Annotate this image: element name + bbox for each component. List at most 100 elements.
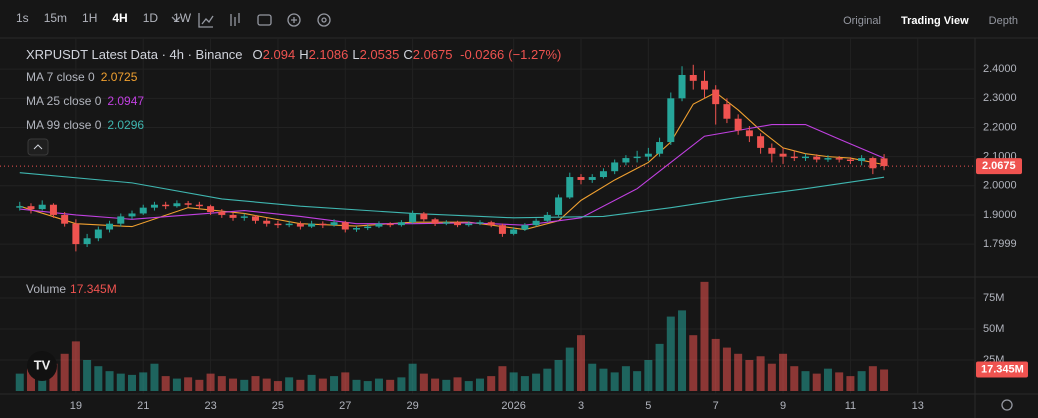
interval-button[interactable]: 1D — [142, 11, 159, 25]
candle-body — [162, 204, 170, 207]
interval-button[interactable]: 4H — [112, 11, 128, 25]
indicator-icon[interactable] — [198, 13, 214, 28]
interval-button[interactable]: 15m — [43, 11, 68, 25]
volume-bar — [464, 381, 473, 391]
y-tick-label: 2.4000 — [983, 63, 1017, 75]
volume-tick-label: 75M — [983, 292, 1004, 304]
volume-bar — [150, 363, 159, 391]
candle-body — [858, 158, 866, 161]
candle-body — [117, 216, 125, 224]
candle-body — [319, 223, 327, 226]
candle-body — [802, 156, 810, 159]
volume-bar — [184, 377, 193, 391]
svg-text:TV: TV — [34, 357, 51, 372]
x-tick-label: 21 — [137, 400, 149, 412]
candle-body — [330, 222, 338, 226]
volume-bar — [577, 335, 586, 391]
volume-bar — [520, 376, 529, 391]
volume-last-label: 17.345M — [981, 363, 1024, 375]
candle-body — [577, 177, 585, 180]
chart-type-icon[interactable] — [230, 13, 240, 26]
last-price-label: 2.0675 — [982, 160, 1016, 172]
dropdown-icon[interactable] — [171, 16, 181, 22]
volume-bar — [128, 374, 137, 391]
candle-body — [106, 223, 114, 230]
volume-bar — [857, 371, 866, 391]
toolbar-text: 1s 15m 1H 4H 1D 1W — [0, 11, 195, 25]
candles — [16, 64, 888, 252]
camera-icon[interactable] — [257, 14, 272, 26]
view-button[interactable]: Original — [843, 15, 881, 27]
volume-bar — [352, 379, 361, 391]
candle-body — [375, 223, 383, 227]
x-tick-label: 29 — [407, 400, 419, 412]
view-button[interactable]: Depth — [988, 15, 1018, 27]
settings-icon[interactable] — [317, 13, 331, 27]
candle-body — [689, 74, 697, 81]
volume-bar — [543, 368, 552, 391]
candle-body — [835, 158, 843, 160]
volume-bar — [453, 377, 462, 391]
volume-bar — [678, 310, 687, 391]
candle-body — [218, 212, 226, 215]
change: -0.0266 — [460, 47, 505, 62]
volume-name: Volume — [26, 282, 67, 296]
volume-pane — [15, 281, 889, 391]
volume-bar — [38, 376, 47, 391]
volume-bar — [296, 379, 305, 391]
volume-bar — [139, 372, 148, 391]
axis-settings-icon[interactable] — [1001, 399, 1013, 411]
ma-last: 2.0725 — [100, 70, 138, 84]
volume-bar — [790, 366, 799, 391]
x-tick-label: 7 — [713, 400, 719, 412]
volume-bar — [83, 359, 92, 391]
ohlc-value: 2.094 — [262, 47, 296, 62]
volume-bar — [812, 373, 821, 391]
candle-body — [712, 89, 720, 105]
ohlc-value: 2.0535 — [359, 47, 400, 62]
axes: 2.40002.30002.20002.10002.00001.90001.79… — [70, 63, 1028, 412]
collapse-button[interactable] — [27, 138, 49, 156]
candle-body — [364, 226, 372, 229]
volume-bar — [767, 363, 776, 391]
candle-body — [745, 130, 753, 137]
volume-bar — [599, 368, 608, 391]
ma-line — [19, 91, 885, 231]
candle-body — [207, 206, 215, 213]
volume-legend: Volume 17.345M — [26, 282, 121, 296]
candle-body — [498, 225, 506, 234]
candle-body — [72, 223, 80, 245]
volume-bar — [49, 363, 58, 391]
ma-name: MA 99 close 0 — [26, 118, 102, 132]
y-tick-label: 2.0000 — [983, 180, 1017, 192]
volume-bar — [15, 373, 24, 391]
candle-body — [442, 222, 450, 224]
interval-button[interactable]: 1s — [16, 11, 29, 25]
volume-bar — [330, 376, 339, 391]
volume-bar — [374, 378, 383, 391]
view-switch: Original Trading View Depth — [827, 13, 1022, 27]
candle-body — [588, 177, 596, 180]
candle-body — [251, 216, 259, 221]
candle-body — [510, 229, 518, 234]
interval-button[interactable]: 1H — [82, 11, 98, 25]
x-tick-label: 25 — [272, 400, 284, 412]
candle-body — [723, 104, 731, 119]
x-tick-label: 13 — [912, 400, 924, 412]
volume-bar — [71, 341, 80, 391]
x-tick-label: 27 — [339, 400, 351, 412]
candle-body — [83, 238, 91, 245]
candle-body — [274, 223, 282, 226]
candle-body — [644, 153, 652, 157]
candle-body — [27, 206, 35, 210]
interval-button[interactable]: 1W — [173, 11, 192, 25]
ohlc-key: H — [299, 47, 309, 62]
add-icon[interactable] — [287, 13, 301, 27]
volume-last-box — [976, 361, 1028, 378]
volume-bar — [689, 335, 698, 391]
candle-body — [813, 156, 821, 160]
candle-body — [49, 204, 57, 215]
volume-bar — [397, 377, 406, 391]
view-button[interactable]: Trading View — [900, 15, 969, 27]
candle-body — [465, 223, 473, 226]
